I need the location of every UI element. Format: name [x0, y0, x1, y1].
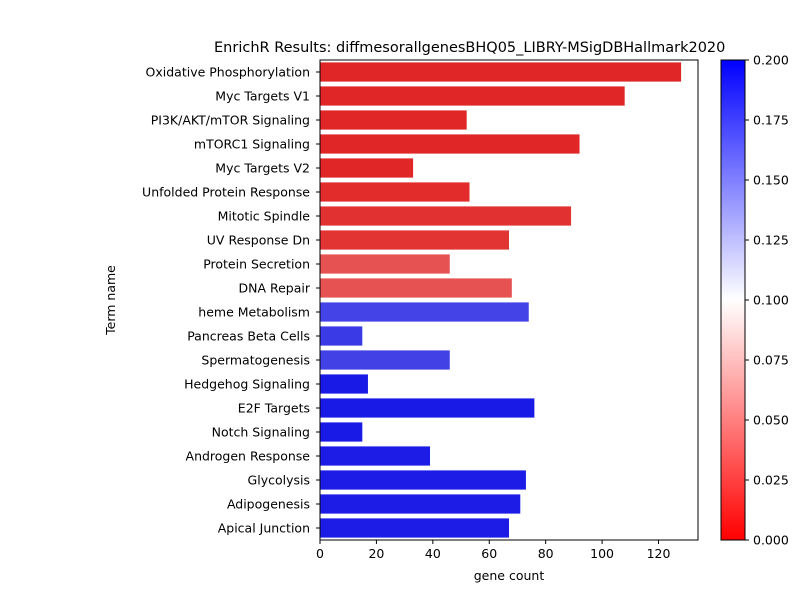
bar	[320, 494, 521, 514]
y-tick-label: Oxidative Phosphorylation	[146, 65, 310, 80]
colorbar-tick-label: 0.175	[753, 113, 789, 128]
colorbar-tick-label: 0.200	[753, 53, 789, 68]
y-tick-label: Myc Targets V1	[215, 89, 310, 104]
bar	[320, 206, 572, 226]
y-tick-label: Apical Junction	[218, 521, 310, 536]
bar	[320, 110, 467, 130]
x-tick-label: 60	[481, 546, 497, 561]
bars-group	[320, 62, 682, 538]
bar	[320, 86, 625, 106]
bar	[320, 182, 470, 202]
bar	[320, 62, 682, 82]
bar	[320, 446, 431, 466]
y-tick-label: Adipogenesis	[227, 497, 310, 512]
y-tick-label: PI3K/AKT/mTOR Signaling	[151, 113, 310, 128]
colorbar-tick-label: 0.050	[753, 413, 789, 428]
y-tick-label: mTORC1 Signaling	[194, 137, 310, 152]
y-tick-label: Hedgehog Signaling	[184, 377, 310, 392]
y-tick-label: Unfolded Protein Response	[142, 185, 310, 200]
y-tick-label: Androgen Response	[186, 449, 311, 464]
bar	[320, 518, 509, 538]
x-tick-label: 100	[590, 546, 614, 561]
bar	[320, 254, 450, 274]
y-tick-label: Mitotic Spindle	[218, 209, 311, 224]
bar	[320, 326, 363, 346]
y-tick-label: UV Response Dn	[207, 233, 310, 248]
y-tick-label: Glycolysis	[248, 473, 310, 488]
y-tick-label: Myc Targets V2	[215, 161, 310, 176]
y-tick-label: heme Metabolism	[198, 305, 310, 320]
x-tick-label: 80	[538, 546, 554, 561]
y-tick-label: Protein Secretion	[203, 257, 310, 272]
y-tick-label: E2F Targets	[238, 401, 310, 416]
bar	[320, 230, 509, 250]
colorbar-tick-label: 0.150	[753, 173, 789, 188]
y-tick-label: Notch Signaling	[212, 425, 310, 440]
x-tick-labels: 0 20 40 60 80 100 120	[316, 540, 670, 561]
bar	[320, 422, 363, 442]
plot-area-frame	[319, 59, 699, 541]
x-tick-label: 0	[316, 546, 324, 561]
colorbar-tick-label: 0.100	[753, 293, 789, 308]
bar	[320, 398, 535, 418]
y-tick-label: Pancreas Beta Cells	[187, 329, 310, 344]
colorbar-tick-labels: 0.000 0.025 0.050 0.075 0.100 0.125 0.150 0.175…	[745, 53, 789, 548]
bar	[320, 158, 414, 178]
y-axis-label: Term name	[103, 265, 118, 336]
colorbar-tick-label: 0.125	[753, 233, 789, 248]
x-axis-label: gene count	[474, 568, 545, 583]
y-tick-label: Spermatogenesis	[201, 353, 310, 368]
y-tick-labels: Oxidative Phosphorylation Myc Targets V1 P…	[142, 65, 320, 536]
bar	[320, 350, 450, 370]
y-tick-label: DNA Repair	[238, 281, 310, 296]
bar	[320, 374, 368, 394]
x-tick-label: 20	[368, 546, 384, 561]
colorbar-tick-label: 0.075	[753, 353, 789, 368]
colorbar	[720, 59, 746, 541]
colorbar-tick-label: 0.000	[753, 533, 789, 548]
bar	[320, 278, 512, 298]
x-tick-label: 40	[425, 546, 441, 561]
bar	[320, 134, 580, 154]
chart-title: EnrichR Results: diffmesorallgenesBHQ05_…	[214, 40, 725, 56]
colorbar-tick-label: 0.025	[753, 473, 789, 488]
x-tick-label: 120	[647, 546, 671, 561]
bar	[320, 470, 526, 490]
bar	[320, 302, 529, 322]
